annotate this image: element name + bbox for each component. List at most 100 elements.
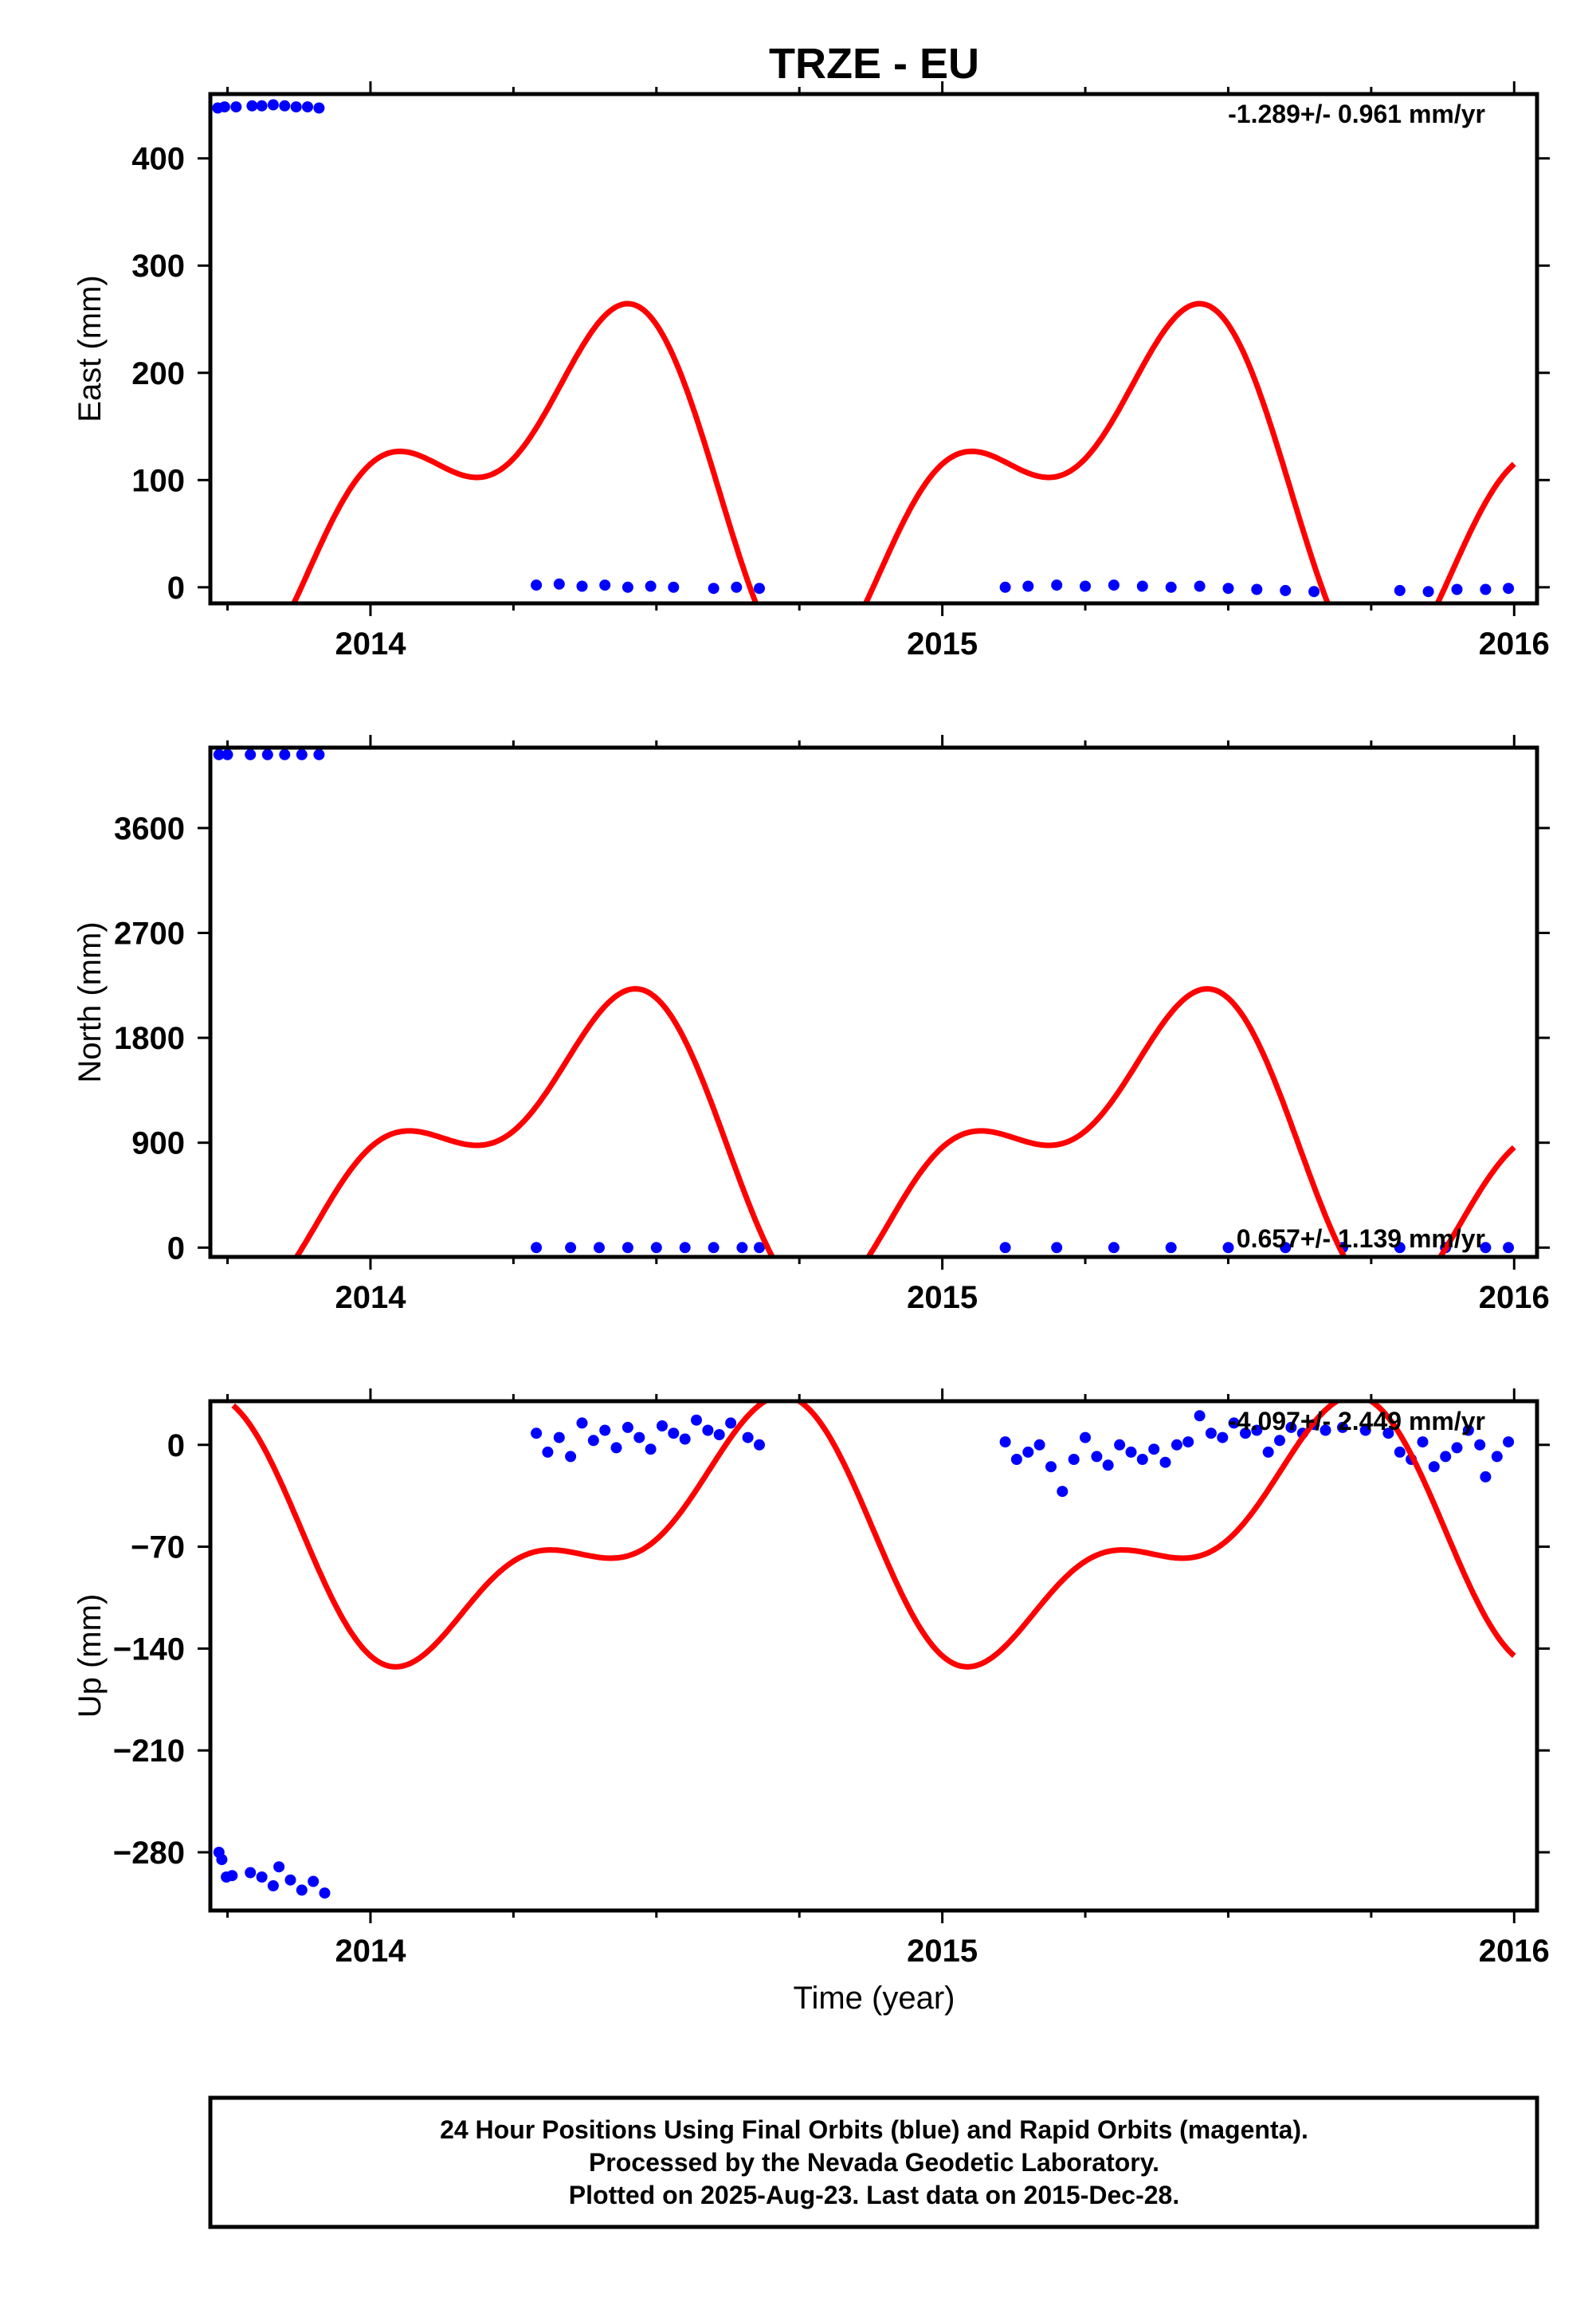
x-tick-label: 2015 [907,1934,978,1969]
data-point [531,579,543,591]
data-point [313,102,325,114]
data-point [594,1242,605,1254]
data-point [645,580,657,592]
data-point [213,748,225,760]
data-point [1165,581,1177,593]
data-point [622,1242,633,1254]
data-point [230,101,242,113]
up-rate-label: -4.097+/- 2.449 mm/yr [1228,1407,1485,1435]
east-y-axis-label: East (mm) [73,275,108,422]
data-point [1320,1424,1331,1436]
data-point [1205,1427,1217,1439]
data-point [622,581,633,593]
data-point [1503,1436,1515,1448]
data-point [319,1887,331,1899]
data-point [1474,1439,1486,1451]
data-point [1136,580,1148,592]
data-point [256,100,268,112]
x-tick-label: 2014 [335,1280,406,1315]
data-point [1051,1242,1063,1254]
data-point [1382,1427,1394,1439]
east-points [212,99,1515,598]
data-point [1136,1454,1148,1465]
data-point [1051,579,1063,591]
y-tick-label: 2700 [114,916,185,951]
data-point [599,1424,611,1436]
panel-north: 0 900 1800 2700 3600 2014 2015 2016 North (mm) 0.… [73,735,1550,1315]
data-point [216,1854,228,1866]
data-point [1057,1486,1069,1498]
data-point [1480,1242,1492,1254]
data-point [1194,1410,1206,1422]
y-tick-label: −210 [113,1734,185,1769]
x-axis-label: Time (year) [794,1981,955,2016]
data-point [1228,1417,1240,1429]
data-point [245,1867,257,1879]
up-frame [208,1399,1539,1913]
data-point [725,1417,737,1429]
data-point [531,1242,543,1254]
x-tick-label: 2016 [1479,1934,1550,1969]
data-point [302,101,313,113]
data-point [754,1242,765,1254]
data-point [731,581,743,593]
data-point [1251,583,1263,595]
data-point [1503,583,1515,595]
data-point [1148,1443,1160,1455]
data-point [284,1874,296,1886]
data-point [1503,1242,1515,1254]
data-point [1165,1242,1177,1254]
data-point [645,1443,657,1455]
data-point [1491,1451,1503,1463]
data-point [267,1880,279,1891]
east-rate-label: -1.289+/- 0.961 mm/yr [1228,100,1485,128]
data-point [1080,1431,1091,1443]
data-point [1359,1424,1371,1436]
north-model-curve [293,986,1516,1257]
data-point [679,1433,691,1445]
data-point [657,1420,668,1431]
data-point [1428,1461,1440,1473]
data-point [1010,1454,1022,1465]
data-point [1182,1436,1194,1448]
data-point [736,1242,748,1254]
north-points [213,748,1515,1254]
data-point [1280,1242,1292,1254]
data-point [565,1242,577,1254]
north-rate-label: 0.657+/- 1.139 mm/yr [1237,1224,1485,1253]
x-tick-label: 2014 [335,626,406,662]
data-point [1114,1439,1126,1451]
data-point [542,1446,554,1458]
data-point [308,1875,320,1887]
data-point [1045,1461,1057,1473]
y-tick-label: −280 [113,1836,185,1871]
data-point [1394,1446,1406,1458]
x-tick-label: 2016 [1479,1280,1550,1315]
data-point [1440,1451,1452,1463]
y-tick-label: 400 [131,142,185,177]
data-point [999,581,1011,593]
footer-line-3: Plotted on 2025-Aug-23. Last data on 201… [569,2181,1179,2209]
data-point [313,748,325,760]
data-point [691,1414,702,1426]
data-point [587,1435,599,1447]
panel-east: 0 100 200 300 400 2014 2015 2016 East (mm) -1.289… [73,81,1550,662]
data-point [610,1442,622,1454]
data-point [622,1421,633,1433]
y-tick-label: −70 [131,1530,185,1565]
data-point [679,1242,691,1254]
data-point [576,1417,588,1429]
data-point [1068,1454,1080,1465]
data-point [999,1242,1011,1254]
data-point [754,1439,765,1451]
data-point [702,1424,714,1436]
data-point [1108,579,1120,591]
data-point [1217,1431,1229,1443]
data-point [218,101,230,113]
data-point [1451,583,1463,595]
y-tick-label: 3600 [114,811,185,846]
data-point [279,748,291,760]
data-point [1102,1459,1114,1471]
data-point [713,1429,725,1440]
y-tick-label: 1800 [114,1021,185,1056]
